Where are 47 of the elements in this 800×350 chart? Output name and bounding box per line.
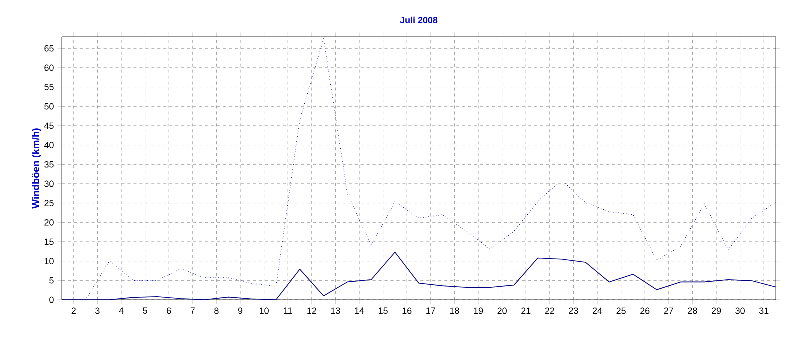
x-tick-label: 21 — [522, 308, 531, 314]
x-tick-label: 15 — [379, 308, 388, 314]
x-tick-label: 10 — [260, 308, 269, 314]
line-series — [62, 38, 776, 300]
x-tick-label: 12 — [308, 308, 316, 314]
x-tick-label: 22 — [545, 308, 554, 314]
x-tick-label: 28 — [688, 308, 698, 314]
x-tick-label: 14 — [355, 308, 364, 314]
x-tick-label: 6 — [167, 308, 172, 314]
y-tick-label: 40 — [44, 142, 54, 148]
y-tick-label: 55 — [44, 84, 54, 90]
y-tick-label: 45 — [44, 122, 54, 130]
x-tick-label: 5 — [143, 308, 148, 314]
x-tick-label: 31 — [759, 308, 769, 314]
chart-title: Juli 2008 — [400, 16, 438, 24]
x-tick-label: 18 — [450, 308, 460, 314]
x-tick-label: 9 — [238, 308, 243, 314]
x-tick-label: 29 — [712, 308, 722, 314]
x-tick-label: 25 — [616, 308, 626, 314]
y-tick-label: 0 — [50, 296, 54, 304]
y-tick-label: 50 — [44, 103, 54, 110]
x-tick-label: 3 — [96, 308, 100, 314]
x-tick-label: 2 — [72, 308, 76, 314]
x-tick-label: 30 — [736, 308, 745, 314]
x-tick-label: 27 — [664, 308, 674, 314]
y-tick-label: 60 — [44, 64, 54, 72]
y-tick-label: 35 — [44, 161, 54, 168]
y-tick-label: 65 — [44, 45, 54, 52]
x-tick-label: 16 — [402, 308, 412, 314]
y-axis-title: Windböen (km/h) — [32, 128, 42, 209]
y-tick-label: 20 — [44, 219, 54, 226]
x-tick-label: 11 — [284, 308, 292, 314]
y-tick-label: 5 — [50, 278, 54, 284]
y-tick-label: 30 — [44, 180, 54, 188]
x-tick-label: 24 — [592, 308, 602, 314]
x-tick-label: 4 — [119, 308, 124, 314]
x-tick-label: 13 — [331, 308, 340, 314]
x-tick-label: 23 — [569, 308, 578, 314]
y-tick-label: 15 — [44, 238, 54, 246]
x-tick-label: 8 — [214, 308, 219, 314]
x-tick-label: 7 — [190, 308, 195, 314]
x-tick-label: 19 — [474, 308, 484, 314]
x-tick-label: 20 — [498, 308, 507, 314]
y-tick-label: 25 — [44, 200, 54, 206]
x-tick-label: 26 — [640, 308, 650, 314]
x-tick-label: 17 — [426, 308, 436, 314]
y-tick-label: 10 — [44, 258, 54, 265]
